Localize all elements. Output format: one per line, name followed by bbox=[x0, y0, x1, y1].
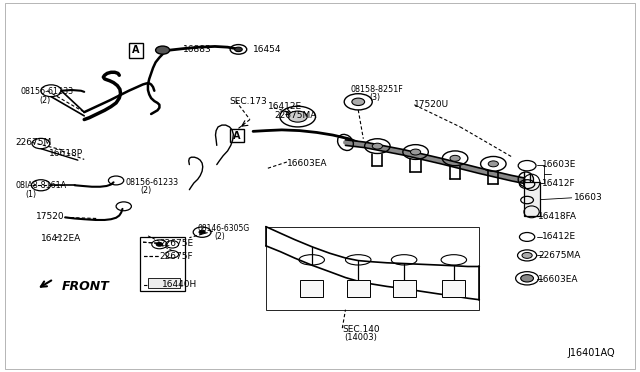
Circle shape bbox=[372, 143, 383, 149]
Text: A: A bbox=[233, 131, 240, 141]
Text: J16401AQ: J16401AQ bbox=[567, 348, 615, 358]
Text: 08156-61233: 08156-61233 bbox=[125, 178, 179, 187]
Text: (2): (2) bbox=[215, 232, 226, 241]
Text: A: A bbox=[132, 45, 140, 55]
Bar bbox=[230, 129, 244, 142]
Bar bbox=[300, 280, 323, 297]
Text: 16883: 16883 bbox=[183, 45, 212, 54]
Circle shape bbox=[488, 161, 499, 167]
Text: 22675MA: 22675MA bbox=[538, 251, 580, 260]
Circle shape bbox=[521, 275, 534, 282]
Text: 16412F: 16412F bbox=[541, 179, 575, 187]
Bar bbox=[393, 280, 415, 297]
Circle shape bbox=[352, 98, 365, 106]
Circle shape bbox=[450, 155, 460, 161]
Text: (14003): (14003) bbox=[344, 333, 377, 342]
Bar bbox=[442, 280, 465, 297]
Bar bbox=[347, 280, 370, 297]
Text: 22675M: 22675M bbox=[15, 138, 52, 147]
Text: (2): (2) bbox=[40, 96, 51, 105]
Text: SEC.173: SEC.173 bbox=[230, 97, 268, 106]
Bar bbox=[266, 227, 479, 310]
Circle shape bbox=[288, 111, 307, 122]
Text: 16412EA: 16412EA bbox=[41, 234, 81, 243]
Text: 16603: 16603 bbox=[573, 193, 602, 202]
Text: 16618P: 16618P bbox=[49, 149, 83, 158]
Text: (2): (2) bbox=[140, 186, 152, 195]
Text: 22675E: 22675E bbox=[159, 239, 193, 248]
Text: 16440H: 16440H bbox=[162, 280, 197, 289]
Text: 22675F: 22675F bbox=[159, 251, 193, 261]
Bar bbox=[140, 237, 185, 291]
Text: 16418FA: 16418FA bbox=[538, 212, 577, 221]
Circle shape bbox=[410, 149, 420, 155]
Text: 08IA8-8161A: 08IA8-8161A bbox=[15, 182, 67, 190]
Circle shape bbox=[156, 46, 170, 54]
Text: 17520U: 17520U bbox=[414, 100, 449, 109]
Text: 08146-6305G: 08146-6305G bbox=[198, 224, 250, 233]
Bar bbox=[524, 182, 540, 215]
Text: (3): (3) bbox=[370, 93, 381, 102]
Circle shape bbox=[235, 47, 243, 52]
Text: 16603EA: 16603EA bbox=[538, 275, 579, 283]
Bar bbox=[129, 44, 143, 58]
Text: 08156-61233: 08156-61233 bbox=[20, 87, 74, 96]
Text: FRONT: FRONT bbox=[62, 280, 109, 293]
Text: (1): (1) bbox=[26, 190, 36, 199]
Text: 22675MA: 22675MA bbox=[274, 110, 317, 120]
Text: 16412E: 16412E bbox=[541, 232, 576, 241]
Circle shape bbox=[522, 253, 532, 259]
Circle shape bbox=[156, 243, 163, 246]
Text: 17520: 17520 bbox=[36, 212, 65, 221]
Text: 16603E: 16603E bbox=[541, 160, 576, 169]
Text: SEC.140: SEC.140 bbox=[342, 325, 380, 334]
Bar bbox=[148, 278, 180, 288]
Text: 16603EA: 16603EA bbox=[287, 158, 328, 168]
Circle shape bbox=[199, 230, 205, 234]
Text: 16454: 16454 bbox=[253, 45, 282, 54]
Text: 08158-8251F: 08158-8251F bbox=[351, 85, 403, 94]
Text: 16412E: 16412E bbox=[268, 102, 302, 111]
